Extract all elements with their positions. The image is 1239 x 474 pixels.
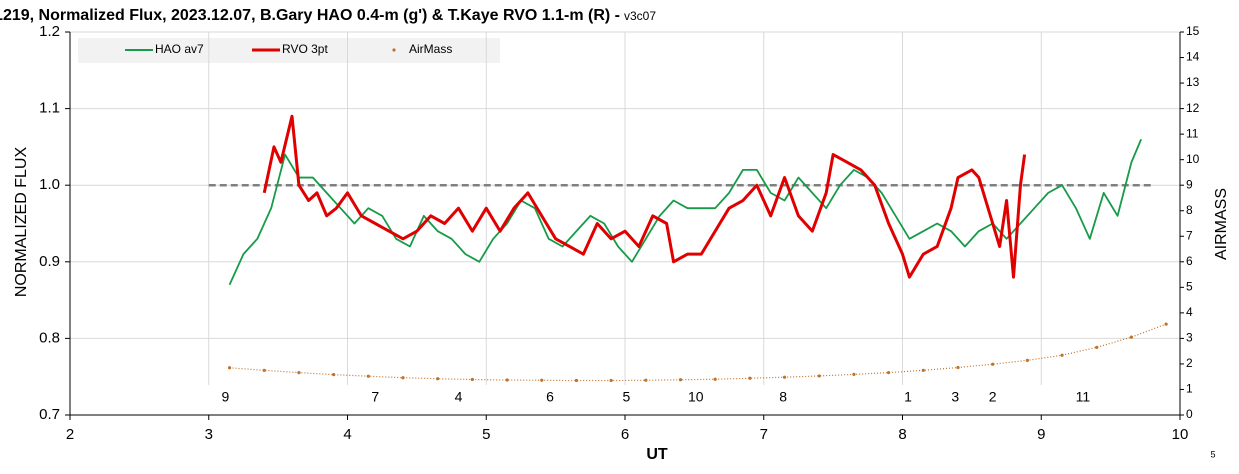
y2-tick-label: 1 [1186,382,1193,396]
x-tick-label: 5 [482,426,490,443]
y2-tick-label: 7 [1186,228,1193,242]
x-tick-label: 10 [1172,426,1189,443]
airmass-trace [229,323,1167,382]
y2-tick-label: 4 [1186,305,1193,319]
y2-tick-label: 14 [1186,50,1200,64]
airmass-point [1129,335,1134,339]
annotation: 9 [222,389,230,405]
y2-axis-label: AIRMASS [1213,188,1230,260]
x-tick-label: 3 [205,426,213,443]
x-axis-label: UT [646,446,668,463]
airmass-point [991,362,995,366]
annotation: 11 [1076,389,1091,405]
x-tick-label: 9 [1037,426,1045,443]
y2-tick-label: 10 [1186,152,1200,166]
airmass-point [366,374,370,378]
y2-tick-label: 15 [1186,24,1200,38]
legend-label: RVO 3pt [282,42,328,56]
annotation: 4 [455,389,463,405]
y2-tick-label: 13 [1186,75,1200,89]
annotation: 8 [779,389,787,405]
y-tick-label: 1.2 [39,23,60,40]
airmass-point [1060,353,1064,357]
y2-tick-label: 0 [1186,407,1193,421]
airmass-point [505,378,509,382]
airmass-point [227,366,232,370]
y-axis-label: NORMALIZED FLUX [13,147,30,298]
annotation: 6 [546,389,554,405]
legend-label: AirMass [409,42,452,56]
y2-tick-label: 9 [1186,177,1193,191]
annotation: 3 [951,389,959,405]
airmass-point [540,378,544,382]
y2-tick-label: 8 [1186,203,1193,217]
airmass-point [436,377,440,381]
airmass-point [470,377,474,382]
series-line [262,114,1027,279]
y-tick-label: 0.7 [39,406,60,423]
y2-tick-label: 3 [1186,331,1193,345]
y-tick-label: 1.1 [39,100,60,117]
footnote: 5 [1210,449,1215,459]
airmass-point [574,378,579,383]
y-tick-label: 0.9 [39,253,60,270]
x-tick-label: 6 [621,426,629,443]
chart-title: J0328-1219, Normalized Flux, 2023.12.07,… [0,7,620,24]
airmass-point [1025,358,1029,362]
legend-label: HAO av7 [155,42,204,56]
annotation: 1 [904,389,912,405]
airmass-point [644,378,648,382]
chart-version: v3c07 [624,9,656,23]
airmass-point [262,368,266,372]
y2-tick-label: 11 [1186,126,1199,140]
y2-tick-label: 5 [1186,280,1193,294]
x-tick-label: 2 [66,426,74,443]
y-tick-label: 1.0 [39,176,60,193]
annotation: 7 [371,389,379,405]
airmass-point [921,368,925,372]
airmass-point [852,372,856,377]
airmass-point [956,365,960,370]
legend-swatch [392,48,396,52]
airmass-point [332,373,336,377]
annotation: 2 [989,389,997,405]
y-tick-label: 0.8 [39,329,60,346]
airmass-point [1164,322,1168,326]
airmass-point [782,375,787,379]
airmass-point [297,371,301,375]
x-tick-label: 4 [343,426,351,443]
airmass-point [401,376,405,380]
y2-tick-label: 6 [1186,254,1193,268]
x-tick-label: 7 [760,426,768,443]
airmass-point [887,371,891,375]
airmass-point [817,374,821,378]
airmass-point [1095,345,1099,349]
airmass-point [748,376,752,380]
x-tick-label: 8 [898,426,906,443]
annotation: 10 [688,389,704,405]
airmass-point [678,378,683,382]
y2-tick-label: 12 [1186,101,1200,115]
grid [70,31,1180,416]
y2-tick-label: 2 [1186,356,1193,370]
annotation: 5 [622,389,630,405]
airmass-point [609,378,613,383]
airmass-point [713,377,717,381]
